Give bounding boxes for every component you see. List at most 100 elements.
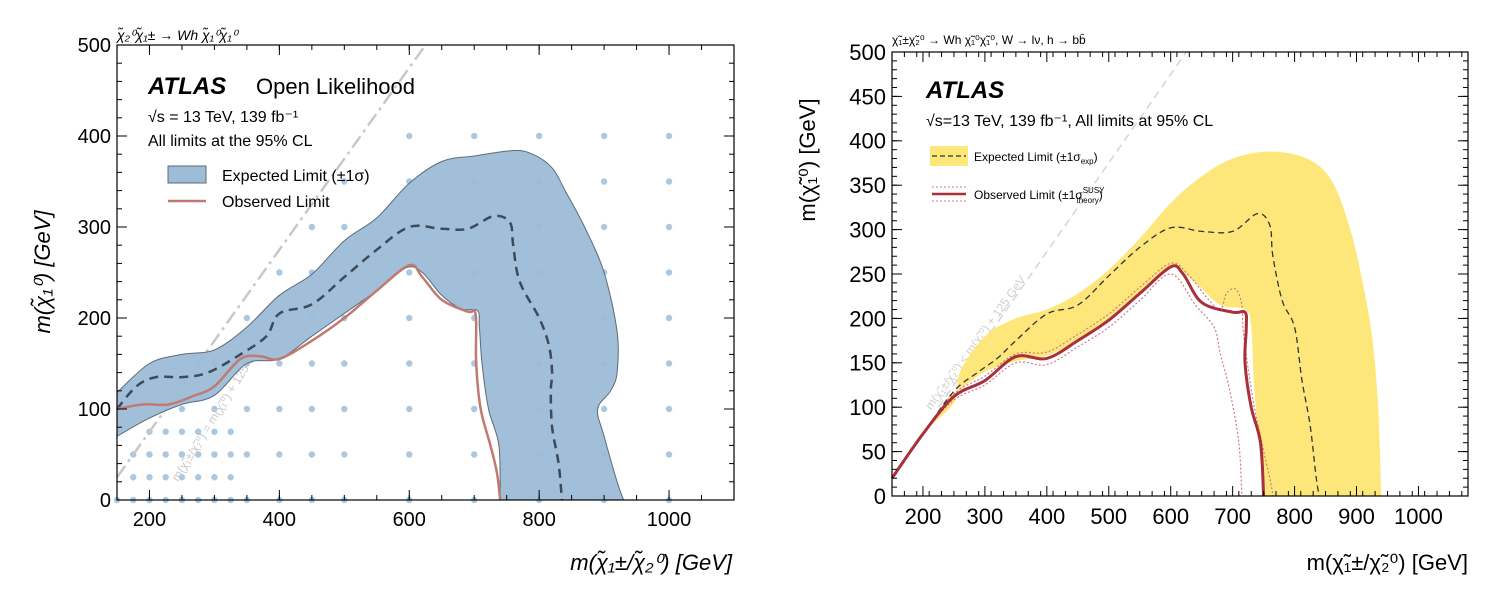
right-legend-observed-sub: theory	[1077, 196, 1099, 205]
right-ytick-label-6: 300	[849, 218, 886, 243]
left-ytick-label-0: 0	[100, 490, 111, 512]
right-expected-line	[891, 212, 1321, 497]
left-grid-point	[665, 223, 673, 231]
left-grid-point	[146, 474, 153, 481]
left-grid-point	[406, 451, 413, 458]
left-process-label: χ̃₂⁰χ̃₁± → Wh χ̃₁⁰χ̃₁⁰	[115, 27, 240, 43]
left-grid-point	[211, 451, 218, 458]
right-ytick-label-3: 150	[849, 351, 886, 376]
left-xtick-label-2: 600	[393, 509, 426, 531]
right-legend-observed-sup: SUSY	[1083, 186, 1105, 195]
right-ytick-label-5: 250	[849, 262, 886, 287]
left-grid-point	[146, 451, 153, 458]
left-observed-line	[116, 263, 502, 501]
left-grid-point	[406, 132, 413, 140]
right-legend-observed: Observed Limit (±1σSUSY theory)	[974, 186, 1105, 205]
right-ytick-label-1: 50	[862, 440, 886, 465]
left-grid-point	[665, 132, 673, 140]
left-plot: m(χ̃₁±/χ̃₂⁰) = m(χ̃₁⁰) + 125 GeV 200 400 6…	[30, 27, 735, 575]
left-grid-point	[276, 360, 283, 367]
left-grid-point	[162, 474, 169, 481]
left-grid-point	[178, 451, 186, 458]
left-grid-point	[406, 269, 413, 276]
right-xtick-label-7: 900	[1338, 504, 1375, 529]
right-expected-band	[892, 151, 1382, 496]
left-grid-point	[308, 405, 316, 413]
left-xtick-label-0: 200	[133, 509, 166, 531]
left-ytick-label-5: 500	[78, 35, 111, 57]
right-ytick-label-9: 450	[849, 84, 886, 109]
right-legend-expected-sub: exp	[1081, 157, 1094, 166]
left-grid-point	[243, 405, 251, 413]
left-grid-point	[162, 428, 169, 435]
right-xtick-label-1: 300	[967, 504, 1004, 529]
left-grid-point	[600, 178, 608, 185]
left-grid-point	[600, 405, 608, 413]
left-energy-label: √s = 13 TeV, 139 fb⁻¹	[148, 109, 298, 126]
left-subtitle: Open Likelihood	[256, 74, 415, 99]
left-legend-observed: Observed Limit	[222, 194, 330, 211]
left-grid-point	[211, 428, 218, 435]
left-grid-point	[211, 405, 218, 413]
right-legend-expected-close: )	[1094, 150, 1098, 164]
right-x-axis-label: m(χ̃₁±/χ̃₂⁰) [GeV]	[1307, 550, 1468, 575]
left-grid-point	[665, 269, 673, 276]
left-expected-line	[116, 214, 564, 501]
right-y-axis-label: m(χ̃₁⁰) [GeV]	[795, 98, 820, 221]
left-y-axis-label: m(χ̃₁⁰) [GeV]	[30, 210, 55, 334]
left-ytick-label-4: 400	[78, 126, 111, 148]
right-energy-label: √s=13 TeV, 139 fb⁻¹, All limits at 95% C…	[926, 113, 1213, 130]
left-plot-frame	[116, 44, 735, 501]
right-axis-ticks: 200 300 400 500 600 700 800 900 1000 0 50 100 150 200…	[849, 40, 1468, 529]
left-grid-point	[178, 405, 186, 413]
left-xtick-label-3: 800	[522, 509, 555, 531]
left-expected-band	[116, 150, 625, 501]
right-observed-line	[890, 264, 1266, 497]
left-grid-point	[178, 428, 186, 435]
left-xtick-label-4: 1000	[647, 509, 692, 531]
left-grid-point	[406, 314, 413, 322]
right-xtick-label-4: 600	[1152, 504, 1189, 529]
left-grid-point	[341, 405, 348, 413]
left-grid-point	[308, 223, 316, 231]
left-grid-point	[665, 314, 673, 322]
left-grid-point	[194, 428, 202, 435]
left-grid-point	[665, 178, 673, 185]
left-grid-point	[406, 360, 413, 367]
left-grid-point	[471, 451, 478, 458]
left-grid-point	[341, 360, 348, 367]
right-ytick-label-10: 500	[849, 40, 886, 65]
right-process-label: χ̃₁±χ̃₂⁰ → Wh χ̃₁⁰χ̃₁⁰, W → lν, h → bb̄	[892, 33, 1086, 47]
left-grid-point	[211, 474, 218, 481]
left-grid-point	[227, 451, 234, 458]
right-legend-observed-close: )	[1099, 188, 1103, 202]
right-legend-observed-text: Observed Limit (±1σ	[974, 188, 1083, 202]
left-grid-point	[600, 132, 608, 140]
right-xtick-label-2: 400	[1028, 504, 1065, 529]
right-xtick-label-5: 700	[1214, 504, 1251, 529]
right-ytick-label-2: 100	[849, 395, 886, 420]
left-grid-point	[276, 405, 283, 413]
left-axis-ticks: 200 400 600 800 1000 0 100 200 300 400 500	[78, 35, 735, 531]
left-grid-point	[227, 474, 234, 481]
left-grid-point	[665, 360, 673, 367]
left-grid-point	[194, 451, 202, 458]
left-ytick-label-3: 300	[78, 217, 111, 239]
right-atlas-label: ATLAS	[925, 77, 1004, 104]
left-ytick-label-2: 200	[78, 308, 111, 330]
left-cl-label: All limits at the 95% CL	[148, 133, 313, 150]
left-grid-point	[308, 360, 316, 367]
left-grid-point	[665, 405, 673, 413]
left-ytick-label-1: 100	[78, 399, 111, 421]
left-grid-point	[276, 451, 283, 458]
right-plot: m(χ̃₁±/χ̃₂⁰) < m(χ̃₁⁰) + 125 GeV 200 300 4…	[795, 33, 1469, 575]
right-legend-expected: Expected Limit (±1σexp)	[974, 150, 1098, 166]
left-grid-point	[178, 474, 186, 481]
left-grid-point	[535, 132, 543, 140]
left-grid-point	[471, 132, 478, 140]
left-atlas-label: ATLAS	[147, 73, 226, 100]
right-ytick-label-7: 350	[849, 173, 886, 198]
left-grid-point	[471, 405, 478, 413]
right-ytick-label-0: 0	[874, 484, 886, 509]
